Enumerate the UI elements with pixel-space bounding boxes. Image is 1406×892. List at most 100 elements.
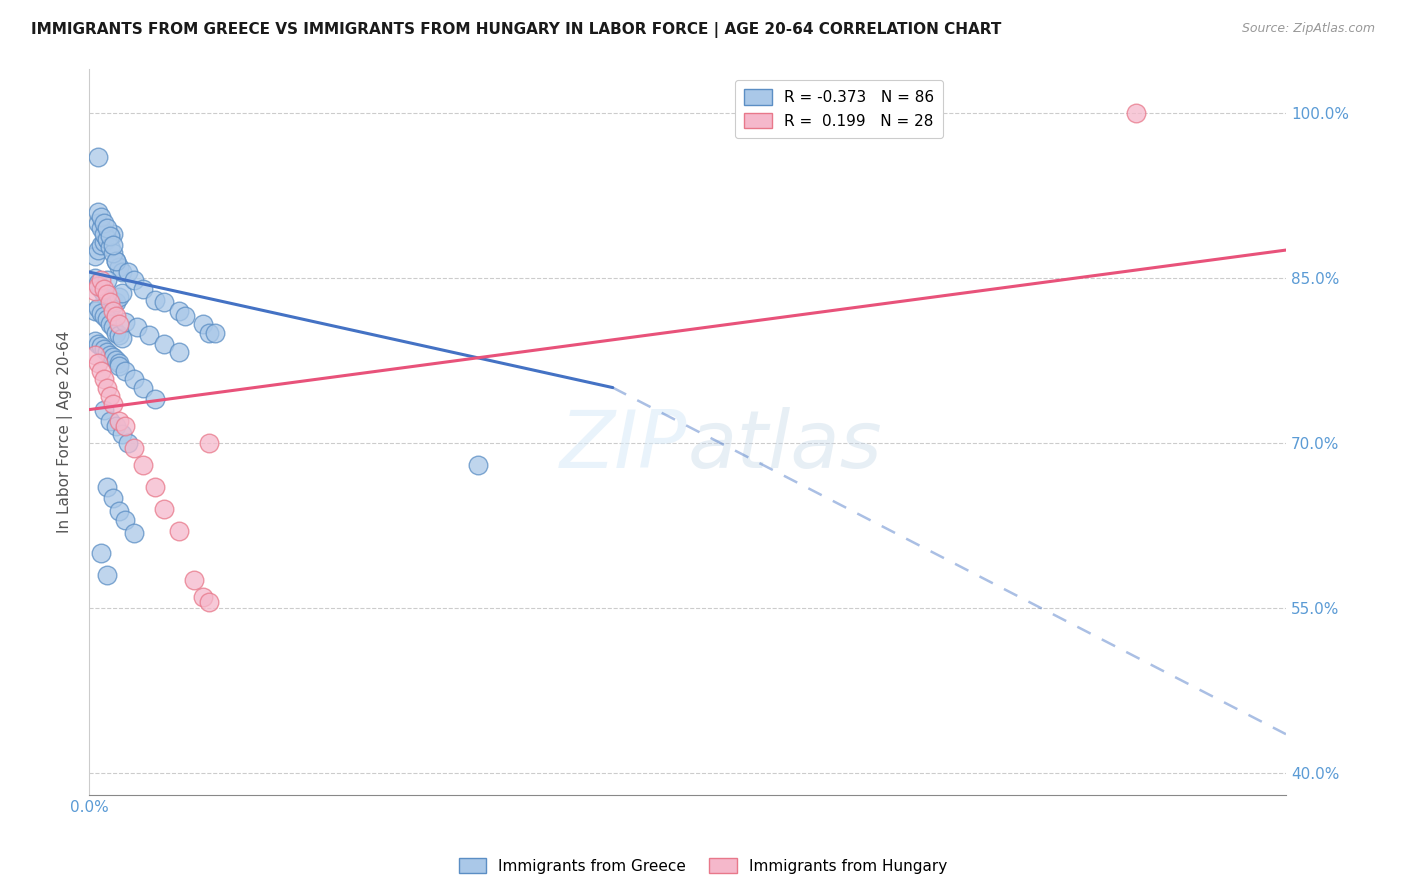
Point <box>84 284 107 298</box>
Point <box>114 315 136 329</box>
Point <box>143 293 166 307</box>
Point <box>101 320 124 334</box>
Point <box>167 345 190 359</box>
Point <box>98 414 121 428</box>
Point <box>93 287 115 301</box>
Point <box>132 282 155 296</box>
Point <box>132 381 155 395</box>
Point <box>96 273 118 287</box>
Point <box>101 397 124 411</box>
Point <box>105 254 128 268</box>
Point <box>108 327 131 342</box>
Point <box>198 326 221 340</box>
Point <box>87 216 110 230</box>
Point <box>101 303 124 318</box>
Point <box>84 303 107 318</box>
Point <box>96 312 118 326</box>
Point <box>105 326 128 340</box>
Point <box>108 290 131 304</box>
Point <box>111 426 134 441</box>
Point <box>98 348 121 362</box>
Point <box>108 260 131 274</box>
Point <box>125 320 148 334</box>
Legend: R = -0.373   N = 86, R =  0.199   N = 28: R = -0.373 N = 86, R = 0.199 N = 28 <box>735 79 943 137</box>
Point <box>101 298 124 312</box>
Point <box>108 356 131 370</box>
Point <box>93 227 115 241</box>
Point <box>122 273 145 287</box>
Point <box>96 480 118 494</box>
Point <box>87 279 110 293</box>
Point <box>90 221 112 235</box>
Point <box>90 282 112 296</box>
Point <box>87 204 110 219</box>
Point <box>174 309 197 323</box>
Point <box>108 414 131 428</box>
Point <box>114 364 136 378</box>
Point <box>143 392 166 406</box>
Point <box>198 595 221 609</box>
Point <box>98 240 121 254</box>
Point <box>111 285 134 300</box>
Point <box>93 372 115 386</box>
Point <box>90 364 112 378</box>
Point <box>122 441 145 455</box>
Point <box>153 336 176 351</box>
Point <box>93 235 115 250</box>
Point <box>93 282 115 296</box>
Point <box>108 504 131 518</box>
Point <box>101 237 124 252</box>
Point <box>204 326 226 340</box>
Point <box>105 419 128 434</box>
Point <box>114 419 136 434</box>
Y-axis label: In Labor Force | Age 20-64: In Labor Force | Age 20-64 <box>58 330 73 533</box>
Point <box>90 546 112 560</box>
Point <box>153 294 176 309</box>
Point <box>98 389 121 403</box>
Point <box>90 306 112 320</box>
Point <box>96 221 118 235</box>
Point <box>108 317 131 331</box>
Point <box>84 270 107 285</box>
Point <box>1125 105 1147 120</box>
Point <box>101 491 124 505</box>
Point <box>87 336 110 351</box>
Point <box>183 573 205 587</box>
Point <box>96 232 118 246</box>
Point <box>101 246 124 260</box>
Point <box>84 334 107 349</box>
Point <box>96 345 118 359</box>
Point <box>143 480 166 494</box>
Point <box>90 210 112 224</box>
Point <box>93 216 115 230</box>
Point <box>98 293 121 307</box>
Point <box>198 435 221 450</box>
Text: atlas: atlas <box>688 407 883 485</box>
Point <box>87 301 110 316</box>
Point <box>105 309 128 323</box>
Point <box>93 342 115 356</box>
Point <box>90 237 112 252</box>
Point <box>96 381 118 395</box>
Point <box>191 317 214 331</box>
Point <box>101 350 124 364</box>
Point <box>138 327 160 342</box>
Point <box>87 149 110 163</box>
Point <box>98 317 121 331</box>
Point <box>153 501 176 516</box>
Point <box>87 276 110 290</box>
Point <box>90 273 112 287</box>
Point <box>111 265 134 279</box>
Point <box>98 294 121 309</box>
Point <box>105 294 128 309</box>
Legend: Immigrants from Greece, Immigrants from Hungary: Immigrants from Greece, Immigrants from … <box>453 852 953 880</box>
Point <box>117 265 139 279</box>
Point <box>167 524 190 538</box>
Point <box>98 228 121 243</box>
Point <box>105 254 128 268</box>
Point <box>84 348 107 362</box>
Point <box>105 353 128 368</box>
Point <box>132 458 155 472</box>
Text: IMMIGRANTS FROM GREECE VS IMMIGRANTS FROM HUNGARY IN LABOR FORCE | AGE 20-64 COR: IMMIGRANTS FROM GREECE VS IMMIGRANTS FRO… <box>31 22 1001 38</box>
Point <box>467 458 489 472</box>
